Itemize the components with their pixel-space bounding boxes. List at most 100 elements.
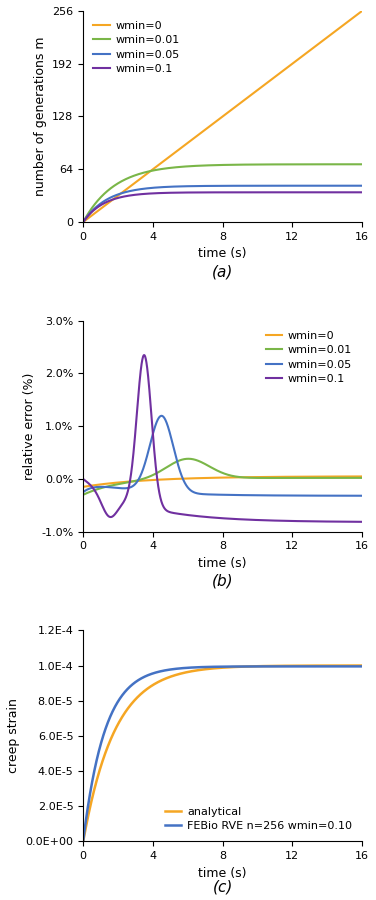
wmin=0.01 [360,159,364,170]
Text: (b): (b) [212,574,233,589]
wmin=0.1 [209,187,214,198]
Legend: wmin=0, wmin=0.01, wmin=0.05, wmin=0.1: wmin=0, wmin=0.01, wmin=0.05, wmin=0.1 [261,326,356,389]
wmin=0 [352,12,356,22]
wmin=0 [360,5,364,16]
wmin=0.01 [95,195,100,206]
X-axis label: time (s): time (s) [199,557,247,570]
Line: wmin=0: wmin=0 [83,11,362,222]
FEBio RVE n=256 wmin=0.10 [81,835,85,846]
wmin=0.05 [188,484,193,495]
Y-axis label: creep strain: creep strain [7,698,20,773]
Line: wmin=0: wmin=0 [83,476,362,487]
wmin=0 [95,206,100,217]
wmin=0.05 [81,487,85,498]
wmin=0.1 [113,508,117,519]
wmin=0.01 [209,160,214,171]
wmin=0.01 [188,454,193,464]
wmin=0.05 [352,180,356,191]
wmin=0.1 [142,350,146,361]
wmin=0 [81,217,85,228]
Line: wmin=0.1: wmin=0.1 [83,356,362,522]
wmin=0.1 [360,187,364,198]
wmin=0.1 [95,202,100,212]
wmin=0.05 [113,482,117,493]
Y-axis label: number of generations m: number of generations m [34,37,47,196]
wmin=0.1 [200,511,205,522]
wmin=0.05 [217,181,221,192]
analytical [352,660,356,670]
wmin=0.05 [209,181,214,192]
wmin=0.1 [324,516,329,526]
FEBio RVE n=256 wmin=0.10 [360,661,364,671]
Legend: analytical, FEBio RVE n=256 wmin=0.10: analytical, FEBio RVE n=256 wmin=0.10 [161,803,356,836]
FEBio RVE n=256 wmin=0.10 [300,661,305,671]
wmin=0.05 [352,180,356,191]
wmin=0.1 [217,187,221,198]
wmin=0.05 [159,410,164,421]
X-axis label: time (s): time (s) [199,867,247,879]
analytical [209,663,214,674]
wmin=0.01 [360,472,364,483]
wmin=0 [300,50,305,61]
wmin=0.01 [300,159,305,170]
wmin=0 [217,114,221,125]
Line: wmin=0.05: wmin=0.05 [83,416,362,496]
analytical [300,661,305,671]
wmin=0.1 [352,187,356,198]
FEBio RVE n=256 wmin=0.10 [95,752,100,762]
wmin=0.01 [81,217,85,228]
wmin=0.01 [129,476,134,487]
Legend: wmin=0, wmin=0.01, wmin=0.05, wmin=0.1: wmin=0, wmin=0.01, wmin=0.05, wmin=0.1 [89,16,184,78]
wmin=0.05 [129,482,134,492]
Line: wmin=0.1: wmin=0.1 [83,193,362,222]
FEBio RVE n=256 wmin=0.10 [209,662,214,672]
wmin=0.01 [186,454,191,464]
Line: analytical: analytical [83,665,362,842]
wmin=0.05 [200,489,205,500]
wmin=0 [188,473,193,484]
FEBio RVE n=256 wmin=0.10 [352,661,356,671]
FEBio RVE n=256 wmin=0.10 [217,662,221,672]
analytical [217,662,221,673]
analytical [95,772,100,783]
wmin=0.01 [200,457,205,468]
wmin=0.1 [81,473,85,484]
analytical [352,660,356,670]
wmin=0.1 [355,517,359,527]
wmin=0 [352,12,356,22]
Y-axis label: relative error (%): relative error (%) [23,373,36,480]
Line: FEBio RVE n=256 wmin=0.10: FEBio RVE n=256 wmin=0.10 [83,666,362,841]
wmin=0.01 [352,159,356,170]
wmin=0 [324,472,329,482]
wmin=0 [113,477,117,488]
Text: (c): (c) [212,879,233,895]
wmin=0 [209,120,214,130]
wmin=0.01 [355,472,359,483]
wmin=0.01 [324,472,329,483]
wmin=0 [360,471,364,482]
wmin=0.01 [81,490,85,500]
Line: wmin=0.05: wmin=0.05 [83,185,362,222]
FEBio RVE n=256 wmin=0.10 [352,661,356,671]
wmin=0.05 [300,180,305,191]
wmin=0.1 [300,187,305,198]
wmin=0 [129,476,134,487]
wmin=0 [81,482,85,492]
wmin=0.1 [81,217,85,228]
analytical [360,660,364,670]
wmin=0.1 [360,517,364,527]
wmin=0 [200,472,205,483]
X-axis label: time (s): time (s) [199,248,247,260]
wmin=0.1 [188,510,193,521]
Text: (a): (a) [212,265,233,279]
wmin=0.05 [355,491,359,501]
wmin=0.1 [352,187,356,198]
wmin=0.05 [95,201,100,212]
wmin=0.01 [113,480,117,491]
wmin=0.05 [324,491,329,501]
analytical [81,836,85,847]
wmin=0.1 [129,464,134,475]
wmin=0.05 [360,180,364,191]
wmin=0.01 [352,159,356,170]
Line: wmin=0.01: wmin=0.01 [83,459,362,495]
